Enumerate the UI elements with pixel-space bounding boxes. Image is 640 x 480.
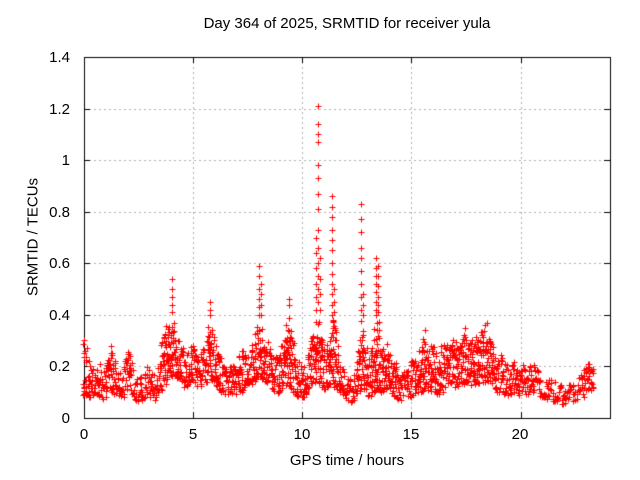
y-tick-label-12: 1.2 bbox=[49, 101, 70, 118]
chart-title: Day 364 of 2025, SRMTID for receiver yul… bbox=[203, 15, 491, 32]
x-tick-label-10: 10 bbox=[293, 426, 311, 443]
y-tick-label-04: 0.4 bbox=[49, 307, 70, 324]
y-tick-label-0: 0 bbox=[61, 410, 70, 427]
x-axis-label: GPS time / hours bbox=[289, 452, 405, 469]
x-tick-label-0: 0 bbox=[79, 426, 89, 443]
y-tick-label-1: 1 bbox=[61, 152, 70, 169]
y-axis-label: SRMTID / TECUs bbox=[24, 177, 42, 297]
y-tick-label-02: 0.2 bbox=[49, 358, 70, 375]
x-tick-label-20: 20 bbox=[511, 426, 529, 443]
y-tick-label-08: 0.8 bbox=[49, 204, 70, 221]
y-tick-label-14: 1.4 bbox=[49, 49, 70, 66]
x-tick-label-5: 5 bbox=[188, 426, 198, 443]
x-tick-label-15: 15 bbox=[402, 426, 420, 443]
y-tick-label-06: 0.6 bbox=[49, 255, 70, 272]
